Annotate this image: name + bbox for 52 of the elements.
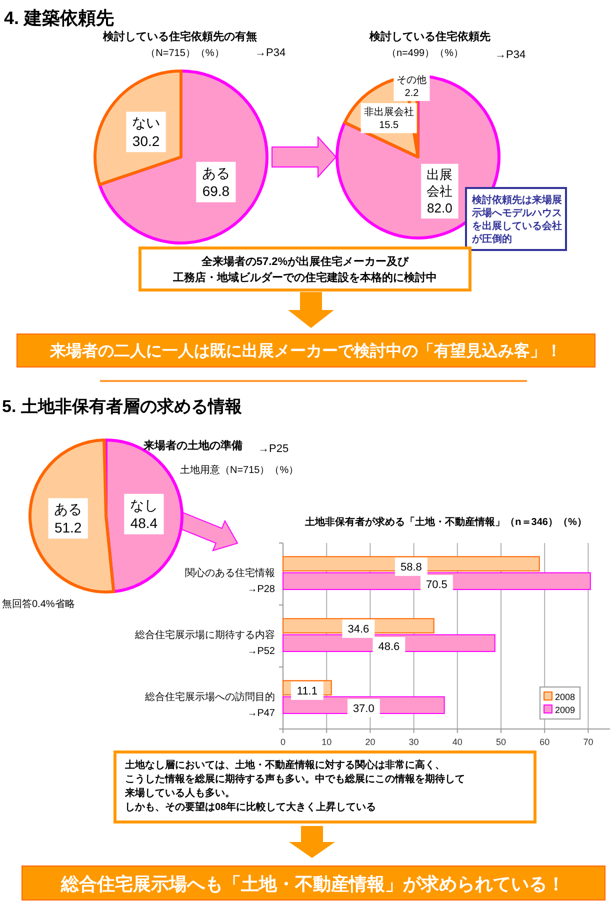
x-tick-label: 50 bbox=[496, 737, 506, 747]
x-tick-label: 70 bbox=[583, 737, 594, 747]
y-tick-label: 総合住宅展示場への訪問目的 →P47 bbox=[144, 690, 276, 719]
data-label: 30.2 bbox=[132, 132, 160, 149]
data-label: 2.2 bbox=[404, 88, 420, 99]
pie-slice bbox=[98, 70, 268, 244]
x-tick-label: 0 bbox=[280, 737, 286, 747]
chart-subtitle: （n=499）（%） bbox=[386, 48, 464, 59]
data-label: 15.5 bbox=[379, 120, 399, 132]
data-label: 82.0 bbox=[427, 200, 452, 216]
slice-label: その他 bbox=[396, 74, 427, 86]
data-label: 37.0 bbox=[352, 702, 374, 715]
x-tick-label: 30 bbox=[408, 737, 419, 747]
chart-title: 検討している住宅依頼先の有無 bbox=[102, 30, 257, 43]
y-tick-label: 関心のある住宅情報 →P28 bbox=[185, 566, 276, 595]
text: 無回答0.4%省略 bbox=[2, 598, 75, 610]
data-label: 58.8 bbox=[400, 562, 422, 574]
legend-label: 2008 bbox=[555, 692, 576, 702]
text: →P34 bbox=[495, 49, 526, 61]
data-label: 51.2 bbox=[54, 519, 82, 536]
text: 総合住宅展示場へも「土地・不動産情報」が求められている！ bbox=[60, 874, 565, 894]
data-label: 70.5 bbox=[426, 578, 448, 591]
text: →P25 bbox=[258, 443, 289, 455]
slice-label: ない bbox=[132, 114, 160, 131]
chart-title: 来場者の土地の準備 bbox=[142, 439, 242, 452]
chart-title: 検討している住宅依頼先 bbox=[368, 30, 490, 43]
text: 土地用意（N=715）（%） bbox=[180, 464, 299, 476]
text: 5. 土地非保有者層の求める情報 bbox=[2, 397, 243, 416]
data-label: 48.6 bbox=[378, 640, 400, 653]
slice-label: ある bbox=[54, 501, 82, 518]
x-tick-label: 10 bbox=[322, 737, 332, 747]
slice-label: なし bbox=[130, 496, 158, 513]
data-label: 11.1 bbox=[296, 686, 318, 698]
slice-label: ある bbox=[202, 164, 230, 181]
chart-title: 土地非保有者が求める「土地・不動産情報」（n＝346）（%） bbox=[304, 516, 587, 528]
text: 4. 建築依頼先 bbox=[4, 8, 114, 28]
y-tick-label: 総合住宅展示場に期待する内容 →P52 bbox=[134, 628, 276, 657]
legend-label: 2009 bbox=[555, 705, 576, 715]
text: →P34 bbox=[255, 47, 286, 59]
slice-label: 出展会社 bbox=[426, 166, 453, 199]
x-tick-label: 20 bbox=[365, 737, 376, 747]
text: 全来場者の57.2%が出展住宅メーカー及び工務店・地域ビルダーでの住宅建設を本格的に検討中 bbox=[172, 255, 437, 284]
data-label: 69.8 bbox=[202, 183, 230, 200]
x-tick-label: 60 bbox=[540, 737, 550, 747]
slice-label: 非出展会社 bbox=[364, 106, 414, 118]
data-label: 34.6 bbox=[348, 624, 370, 636]
text: 土地なし層においては、土地・不動産情報に対する関心は非常に高く、こうした情報を総展に期待する声も多い。中でも総展にこの情報を期待して来場している人も多い。 bbox=[124, 759, 465, 799]
x-tick-label: 40 bbox=[452, 737, 462, 747]
text: 来場者の二人に一人は既に出展メーカーで検討中の「有望見込み客」！ bbox=[49, 341, 562, 360]
data-label: 48.4 bbox=[130, 515, 158, 532]
chart-subtitle: （N=715）（%） bbox=[146, 48, 224, 59]
text: しかも、その要望は08年に比較して大きく上昇している bbox=[125, 801, 376, 813]
